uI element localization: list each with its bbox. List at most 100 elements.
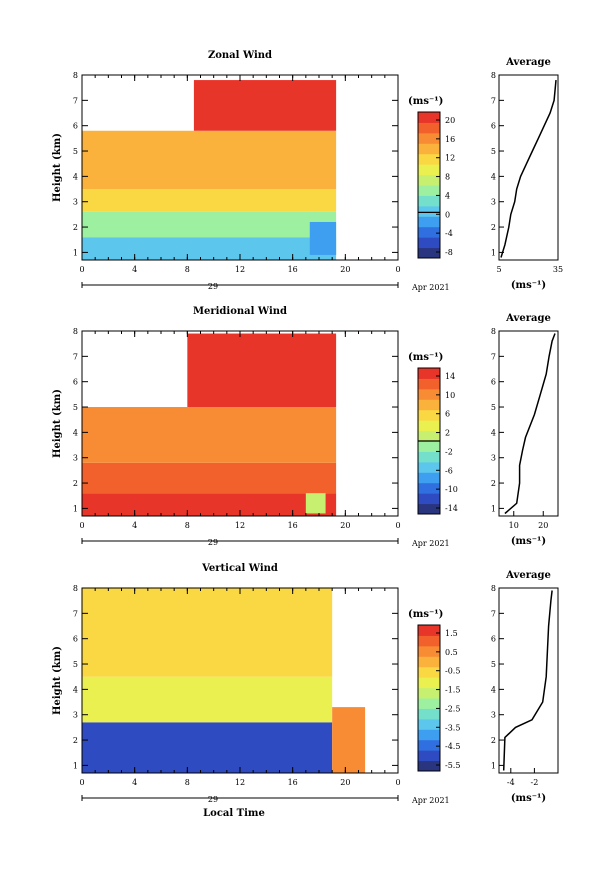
average-frame <box>498 587 559 774</box>
average-y-tick-label: 5 <box>491 403 496 412</box>
y-tick-label: 5 <box>73 403 78 412</box>
colorbar-swatch <box>418 760 440 772</box>
x-tick-label: 4 <box>132 521 137 530</box>
colorbar-swatch <box>418 656 440 668</box>
average-y-tick-label: 1 <box>491 504 496 513</box>
heatmap-region <box>187 333 337 408</box>
colorbar-tick-label: 16 <box>445 135 455 144</box>
colorbar: (ms⁻¹)20 16 12 8 4 0 -4 -8 <box>408 96 455 259</box>
colorbar-unit: (ms⁻¹) <box>408 609 443 620</box>
y-tick-label: 4 <box>73 428 78 437</box>
x-tick-label: 16 <box>288 778 298 787</box>
y-tick-label: 5 <box>73 660 78 669</box>
average-profile: Average 1 2 3 4 5 6 7 8 10 20 (ms⁻¹) <box>491 313 559 547</box>
colorbar: (ms⁻¹)14 10 6 2 -2 -6 -10 -14 <box>408 352 458 515</box>
colorbar-swatch <box>418 698 440 709</box>
average-profile-line <box>500 80 557 258</box>
average-y-tick-label: 5 <box>491 147 496 156</box>
average-x-tick-label: -2 <box>531 778 539 787</box>
average-y-tick-label: 4 <box>491 685 496 694</box>
x-tick-label: 0 <box>79 265 84 274</box>
colorbar-tick-label: -2 <box>445 447 453 456</box>
colorbar-swatch <box>418 237 440 249</box>
x-tick-label: 0 <box>395 778 400 787</box>
y-tick-label: 4 <box>73 685 78 694</box>
colorbar-swatch <box>418 112 440 123</box>
average-y-tick-label: 1 <box>491 248 496 257</box>
colorbar-swatch <box>418 420 440 432</box>
x-tick-label: 8 <box>185 778 190 787</box>
colorbar-swatch <box>418 482 440 494</box>
colorbar-unit: (ms⁻¹) <box>408 96 443 107</box>
y-tick-label: 8 <box>73 327 78 336</box>
colorbar-swatch <box>418 708 440 720</box>
day-label: 29 <box>208 282 218 291</box>
y-tick-label: 1 <box>73 761 78 770</box>
colorbar-tick-label: -3.5 <box>445 723 460 732</box>
average-y-tick-label: 6 <box>491 378 496 387</box>
heatmap-region <box>82 493 337 516</box>
colorbar-frame <box>417 624 441 772</box>
y-tick-label: 6 <box>73 635 78 644</box>
y-tick-label: 2 <box>73 736 78 745</box>
colorbar-swatch <box>418 472 440 484</box>
colorbar-tick-label: 4 <box>445 191 450 200</box>
heatmap-region <box>82 462 337 494</box>
colorbar-tick-label: 2 <box>445 429 450 438</box>
colorbar-tick-label: 6 <box>445 410 450 419</box>
y-tick-label: 1 <box>73 248 78 257</box>
x-tick-label: 20 <box>340 521 350 530</box>
average-y-tick-label: 3 <box>491 454 496 463</box>
average-y-tick-label: 7 <box>491 96 496 105</box>
x-tick-label: 0 <box>79 778 84 787</box>
average-x-label: (ms⁻¹) <box>511 536 546 547</box>
x-tick-label: 8 <box>185 265 190 274</box>
colorbar-tick-label: -4 <box>445 229 453 238</box>
average-x-tick-label: 20 <box>538 521 548 530</box>
y-tick-label: 7 <box>73 352 78 361</box>
average-y-tick-label: 2 <box>491 736 496 745</box>
colorbar-swatch <box>418 441 440 452</box>
colorbar-swatch <box>418 503 440 515</box>
average-y-tick-label: 4 <box>491 428 496 437</box>
average-y-tick-label: 3 <box>491 711 496 720</box>
average-y-tick-label: 8 <box>491 327 496 336</box>
average-x-tick-label: 5 <box>496 265 501 274</box>
colorbar-swatch <box>418 399 440 411</box>
average-frame <box>498 330 559 517</box>
heatmap-region <box>82 676 333 723</box>
colorbar: (ms⁻¹)1.5 0.5 -0.5 -1.5 -2.5 -3.5 -4.5 -5.5 <box>408 609 460 772</box>
colorbar-swatch <box>418 226 440 238</box>
colorbar-swatch <box>418 195 440 207</box>
y-tick-label: 3 <box>73 454 78 463</box>
average-title: Average <box>505 313 551 324</box>
heatmap-region <box>193 80 337 131</box>
average-x-tick-label: -4 <box>507 778 515 787</box>
colorbar-swatch <box>418 729 440 741</box>
heatmap-region <box>82 407 337 463</box>
panel-title: Zonal Wind <box>208 50 272 61</box>
average-profile-line <box>504 333 556 515</box>
colorbar-tick-label: 0.5 <box>445 648 458 657</box>
y-axis-label: Height (km) <box>52 133 63 202</box>
average-y-tick-label: 1 <box>491 761 496 770</box>
colorbar-swatch <box>418 493 440 505</box>
colorbar-swatch <box>418 635 440 647</box>
x-tick-label: 0 <box>395 265 400 274</box>
colorbar-swatch <box>418 750 440 762</box>
colorbar-swatch <box>418 625 440 636</box>
average-y-tick-label: 4 <box>491 172 496 181</box>
y-tick-label: 8 <box>73 584 78 593</box>
y-tick-label: 1 <box>73 504 78 513</box>
heatmap-region <box>82 130 337 190</box>
colorbar-tick-label: -2.5 <box>445 704 460 713</box>
x-tick-label: 8 <box>185 521 190 530</box>
heatmap-region <box>82 211 337 238</box>
colorbar-swatch <box>418 409 440 421</box>
average-y-tick-label: 8 <box>491 584 496 593</box>
colorbar-swatch <box>418 185 440 196</box>
y-tick-label: 3 <box>73 198 78 207</box>
y-tick-label: 6 <box>73 122 78 131</box>
average-title: Average <box>505 57 551 68</box>
